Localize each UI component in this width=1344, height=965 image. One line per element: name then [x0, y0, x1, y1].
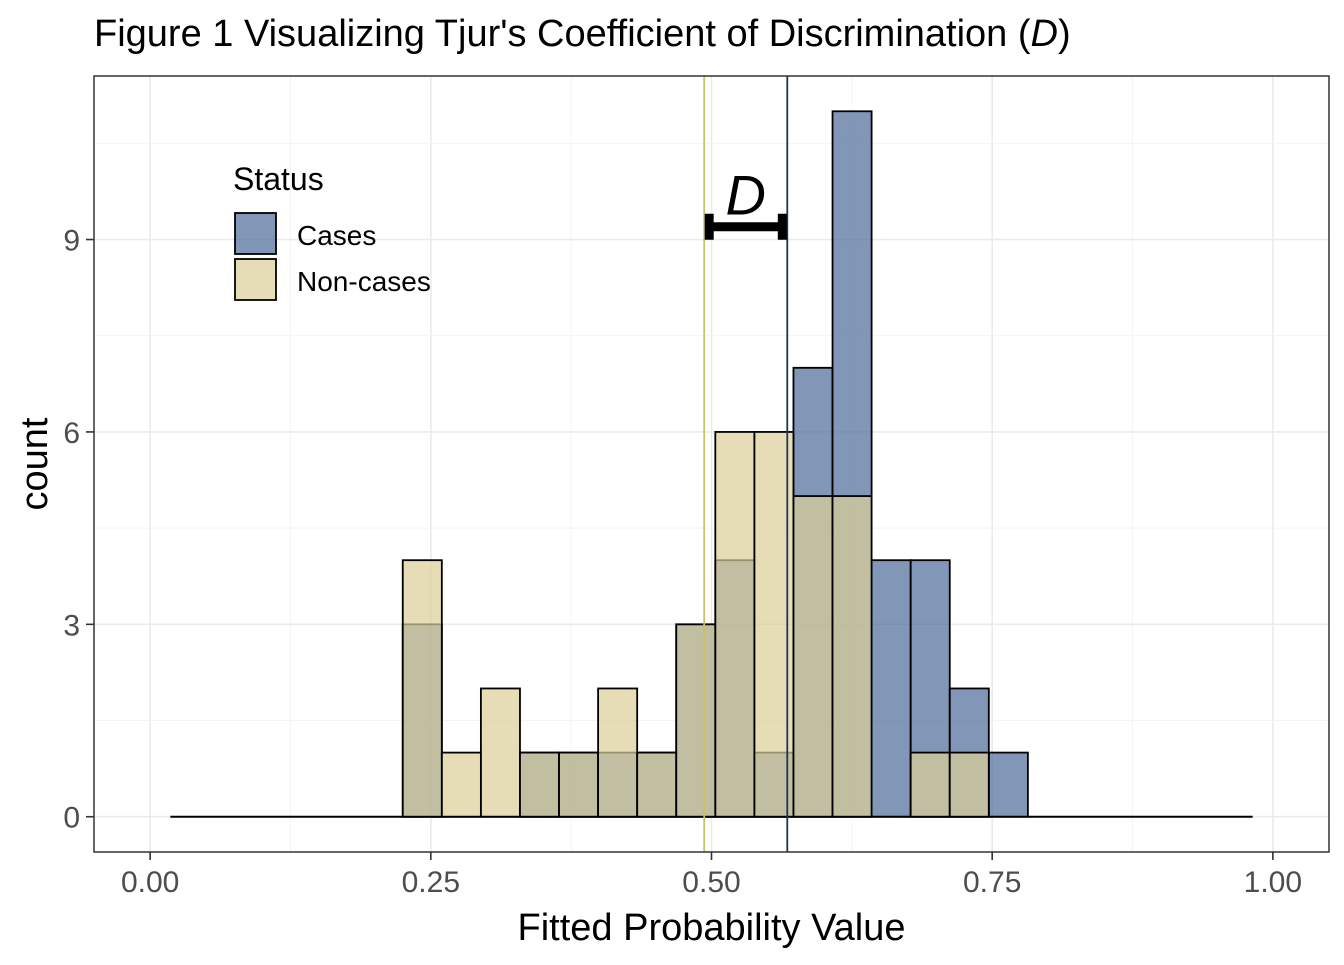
y-tick-label: 6 [63, 417, 80, 450]
x-axis-label: Fitted Probability Value [518, 907, 906, 949]
x-tick-label: 0.00 [121, 866, 179, 899]
d-annotation: D [704, 164, 787, 240]
bar-non-cases [714, 431, 756, 818]
x-tick-label: 0.75 [963, 866, 1021, 899]
mean-lines [703, 76, 789, 852]
bar-non-cases [519, 751, 560, 818]
bar-non-cases [401, 559, 443, 818]
bar-non-cases [440, 751, 482, 818]
bar-non-cases [597, 687, 639, 818]
bar-non-cases [636, 751, 678, 818]
x-tick-label: 0.25 [402, 866, 460, 899]
bar-non-cases [831, 495, 873, 818]
bar-non-cases [792, 495, 834, 818]
legend-label: Cases [297, 220, 376, 251]
bar-non-cases [909, 751, 951, 818]
x-tick-label: 0.50 [682, 866, 740, 899]
legend: Status Cases Non-cases [233, 161, 431, 301]
legend-swatch-non-cases [234, 258, 277, 301]
y-tick-label: 3 [63, 609, 80, 642]
y-axis-label: count [14, 417, 56, 510]
d-annotation-label: D [726, 164, 766, 227]
legend-label: Non-cases [297, 266, 431, 297]
y-tick-label: 0 [63, 802, 80, 835]
bar-non-cases [479, 687, 521, 818]
bar-non-cases [558, 751, 600, 818]
bar-cases [987, 751, 1029, 818]
chart-title-suffix: ) [1058, 13, 1071, 55]
chart-title: Figure 1 Visualizing Tjur's Coefficient … [94, 13, 1071, 55]
y-axis: 0 3 6 9 [63, 225, 94, 835]
y-tick-label: 9 [63, 225, 80, 258]
histogram-bars [170, 110, 1253, 818]
legend-title: Status [233, 161, 324, 197]
bar-non-cases [675, 623, 717, 818]
x-tick-label: 1.00 [1244, 866, 1302, 899]
x-axis: 0.00 0.25 0.50 0.75 1.00 [121, 852, 1302, 899]
chart-title-symbol: D [1031, 13, 1058, 55]
chart-title-prefix: Figure 1 Visualizing Tjur's Coefficient … [94, 13, 1031, 55]
bar-cases [870, 559, 912, 818]
bar-non-cases [948, 751, 990, 818]
legend-swatch-cases [234, 212, 277, 255]
